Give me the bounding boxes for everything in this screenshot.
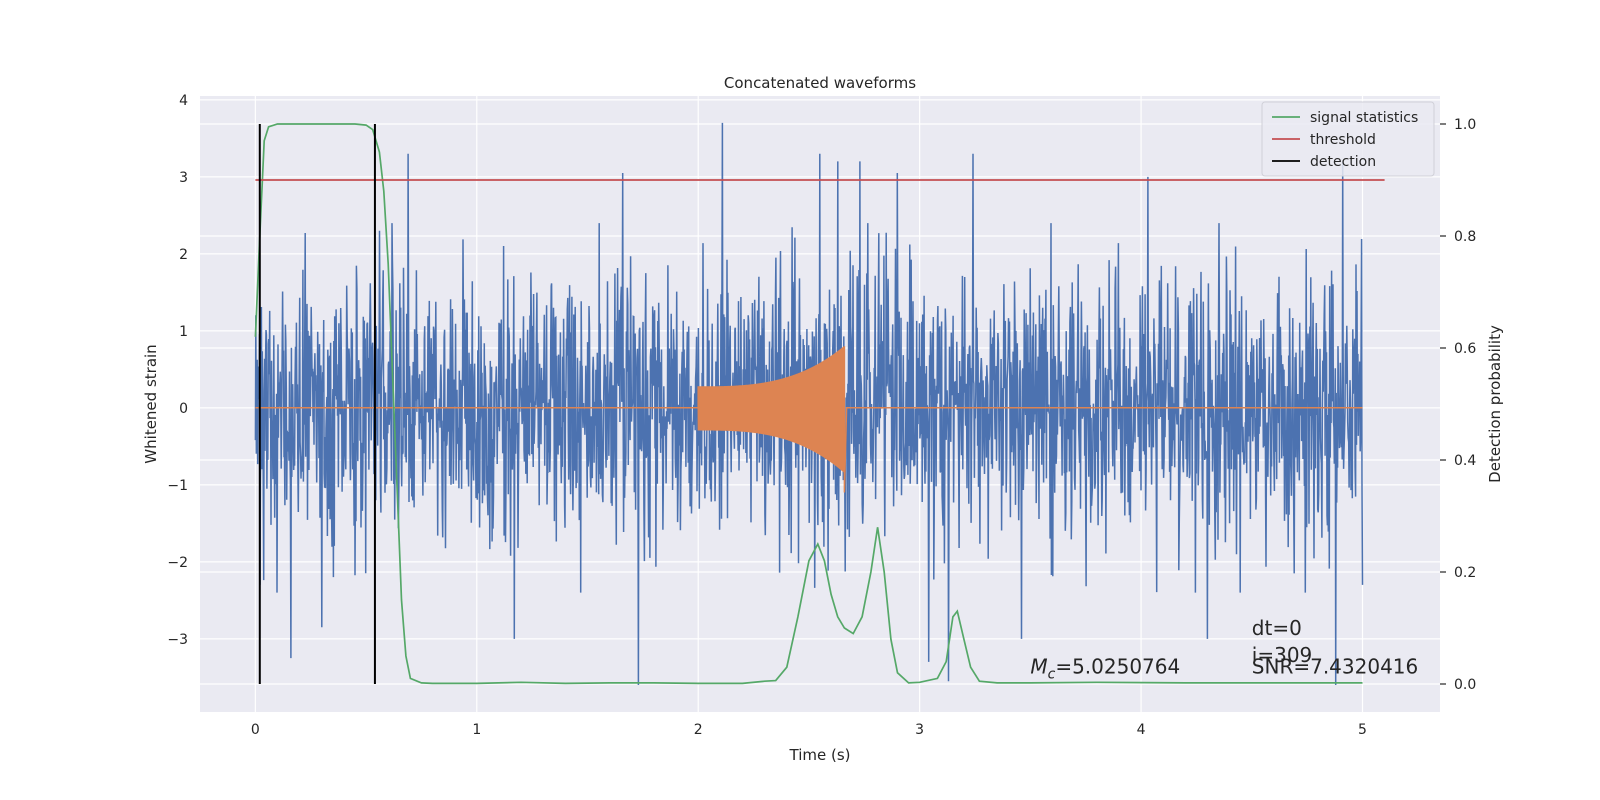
chart-title: Concatenated waveforms <box>724 74 916 92</box>
series-line-signal-statistics <box>254 123 1363 685</box>
y2-tick-label-1: 0.2 <box>1454 565 1476 581</box>
y2-tick-label-5: 1.0 <box>1454 117 1476 133</box>
y-tick-label-3: 0 <box>179 401 188 417</box>
y-tick-label-0: −3 <box>167 632 188 648</box>
legend: signal statistics threshold detection <box>1261 101 1435 177</box>
y2-tick-label-0: 0.0 <box>1454 677 1476 693</box>
y2-tick-label-3: 0.6 <box>1454 341 1476 357</box>
x-tick-label-2: 2 <box>694 722 703 738</box>
series-lines <box>254 123 1385 685</box>
annotation-0: Mc=5.0250764 <box>1030 655 1180 683</box>
x-tick-label-3: 3 <box>915 722 924 738</box>
legend-label-0: signal statistics <box>1310 110 1418 126</box>
annotation-2: i=309 <box>1252 643 1313 667</box>
y-tick-label-7: 4 <box>179 93 188 109</box>
y-tick-label-4: 1 <box>179 324 188 340</box>
legend-box <box>1261 101 1435 177</box>
tick-labels: 0 1 2 3 4 5 −3 −2 −1 0 1 2 3 4 0.0 0.2 0.4 0.6 0.8 1.0 <box>167 93 1476 738</box>
detection-lines <box>258 124 376 684</box>
injected-waveform-series <box>255 346 1363 493</box>
x-tick-label-0: 0 <box>251 722 260 738</box>
y-tick-label-6: 3 <box>179 170 188 186</box>
y-axis-label: Whitened strain <box>142 344 160 463</box>
annotation-1: dt=0 <box>1252 616 1302 640</box>
injected-waveform-line <box>255 346 1363 493</box>
x-tick-label-4: 4 <box>1137 722 1146 738</box>
x-tick-label-1: 1 <box>472 722 481 738</box>
legend-label-2: detection <box>1310 154 1376 170</box>
legend-label-1: threshold <box>1310 132 1376 148</box>
y-tick-label-2: −1 <box>167 478 188 494</box>
annotation-3: SNR=7.4320416 <box>1252 655 1418 679</box>
x-tick-label-5: 5 <box>1358 722 1367 738</box>
y2-axis-label: Detection probability <box>1486 325 1504 483</box>
y-tick-label-1: −2 <box>167 555 188 571</box>
x-axis-label: Time (s) <box>789 746 851 764</box>
y2-tick-label-2: 0.4 <box>1454 453 1476 469</box>
y-tick-label-5: 2 <box>179 247 188 263</box>
y2-tick-label-4: 0.8 <box>1454 229 1476 245</box>
